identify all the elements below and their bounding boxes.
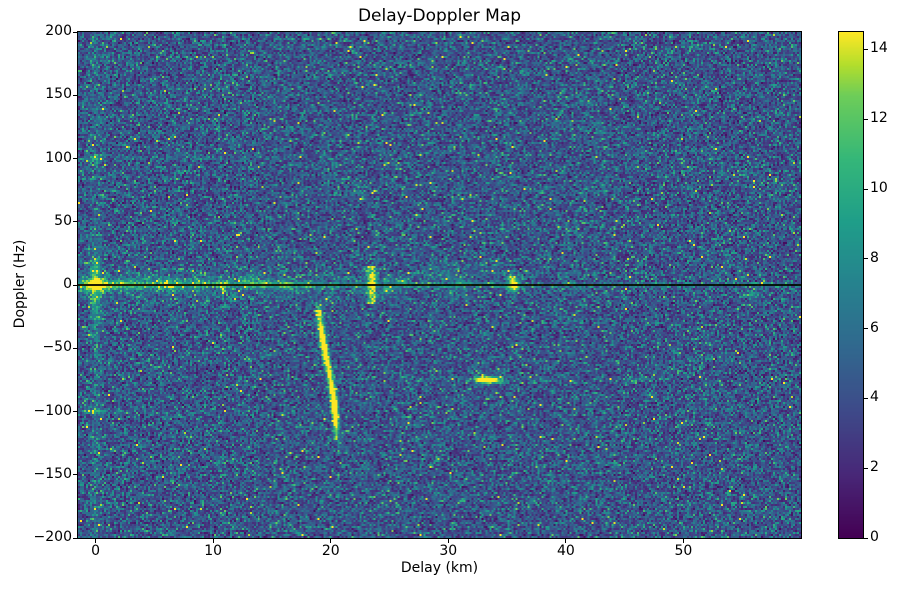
- colorbar-tick-mark: [864, 258, 868, 260]
- colorbar-tick-mark: [864, 397, 868, 399]
- y-tick-mark: [73, 537, 77, 539]
- x-tick-label: 20: [321, 543, 340, 559]
- x-tick-mark: [447, 539, 449, 543]
- colorbar-tick-mark: [864, 537, 868, 539]
- y-tick-label: −50: [42, 339, 72, 356]
- colorbar-tick-label: 4: [870, 389, 879, 406]
- colorbar-tick-label: 10: [870, 180, 888, 197]
- y-tick-label: 100: [45, 149, 72, 166]
- y-tick-mark: [73, 221, 77, 223]
- y-tick-label: 50: [54, 212, 72, 229]
- y-axis-label: Doppler (Hz): [12, 239, 28, 329]
- y-tick-mark: [73, 158, 77, 159]
- y-tick-label: −200: [33, 529, 72, 546]
- plot-area: [77, 31, 802, 539]
- colorbar-tick-label: 0: [870, 529, 879, 546]
- y-tick-label: 0: [63, 276, 72, 293]
- colorbar-tick-mark: [864, 328, 868, 330]
- y-tick-label: 150: [45, 86, 72, 103]
- chart-title: Delay-Doppler Map: [357, 6, 522, 26]
- colorbar-tick-label: 14: [870, 40, 888, 57]
- y-tick-label: −100: [33, 402, 72, 419]
- y-tick-mark: [73, 411, 77, 412]
- y-tick-mark: [73, 284, 77, 286]
- x-tick-label: 10: [204, 543, 223, 559]
- colorbar-tick-label: 6: [870, 319, 879, 336]
- colorbar-canvas: [839, 32, 863, 538]
- x-tick-label: 30: [439, 543, 458, 559]
- y-tick-mark: [73, 474, 77, 476]
- x-tick-mark: [682, 539, 684, 543]
- y-tick-label: −150: [33, 465, 72, 482]
- y-tick-mark: [73, 31, 77, 33]
- x-tick-label: 50: [674, 543, 693, 559]
- x-tick-mark: [212, 539, 214, 543]
- x-tick-label: 0: [91, 543, 101, 559]
- colorbar-tick-mark: [864, 118, 868, 120]
- colorbar-tick-label: 8: [870, 250, 879, 267]
- y-tick-label: 200: [45, 23, 72, 40]
- y-tick-mark: [73, 347, 77, 349]
- x-axis-label: Delay (km): [400, 560, 479, 576]
- y-tick-mark: [73, 94, 77, 96]
- x-tick-mark: [330, 539, 332, 543]
- x-tick-mark: [95, 539, 97, 543]
- colorbar-tick-mark: [864, 467, 868, 469]
- colorbar-tick-label: 2: [870, 459, 879, 476]
- zero-doppler-axhline: [78, 284, 801, 286]
- colorbar-tick-label: 12: [870, 110, 888, 127]
- colorbar-tick-mark: [864, 188, 868, 190]
- x-tick-label: 40: [556, 543, 575, 559]
- x-tick-mark: [565, 539, 567, 543]
- colorbar: [838, 31, 864, 539]
- colorbar-tick-mark: [864, 48, 868, 50]
